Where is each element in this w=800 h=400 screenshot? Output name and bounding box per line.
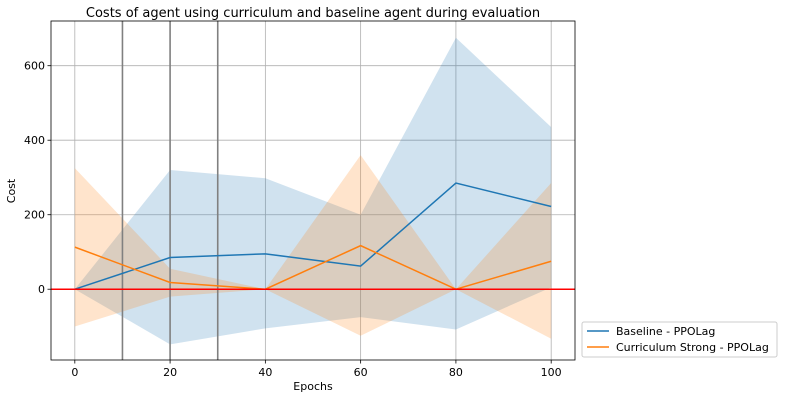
x-tick-label: 0 (71, 366, 78, 379)
y-axis-label: Cost (5, 178, 18, 203)
x-tick-label: 60 (354, 366, 368, 379)
plot-frame (50, 20, 576, 361)
confidence-bands (74, 37, 552, 345)
y-tick-label: 600 (24, 60, 45, 73)
y-tick-label: 200 (24, 209, 45, 222)
band-series-1 (74, 37, 552, 345)
series-line-2 (74, 244, 552, 291)
series-line-1 (74, 182, 552, 290)
legend-frame (581, 321, 778, 358)
band-series-2 (74, 155, 552, 339)
y-tick-label: 0 (38, 283, 45, 296)
x-axis-label: Epochs (293, 380, 333, 393)
chart-title: Costs of agent using curriculum and base… (86, 6, 540, 21)
x-tick-label: 40 (258, 366, 272, 379)
x-tick-label: 20 (163, 366, 177, 379)
vertical-markers (121, 21, 219, 360)
x-tick-label: 100 (541, 366, 562, 379)
y-tick-label: 400 (24, 134, 45, 147)
legend-label-2: Curriculum Strong - PPOLag (616, 341, 769, 354)
legend: Baseline - PPOLag Curriculum Strong - PPO… (581, 321, 778, 358)
x-tick-label: 80 (449, 366, 463, 379)
axis-ticks: 0 20 40 60 80 100 0 200 400 600 (24, 60, 562, 379)
legend-label-1: Baseline - PPOLag (616, 325, 715, 338)
